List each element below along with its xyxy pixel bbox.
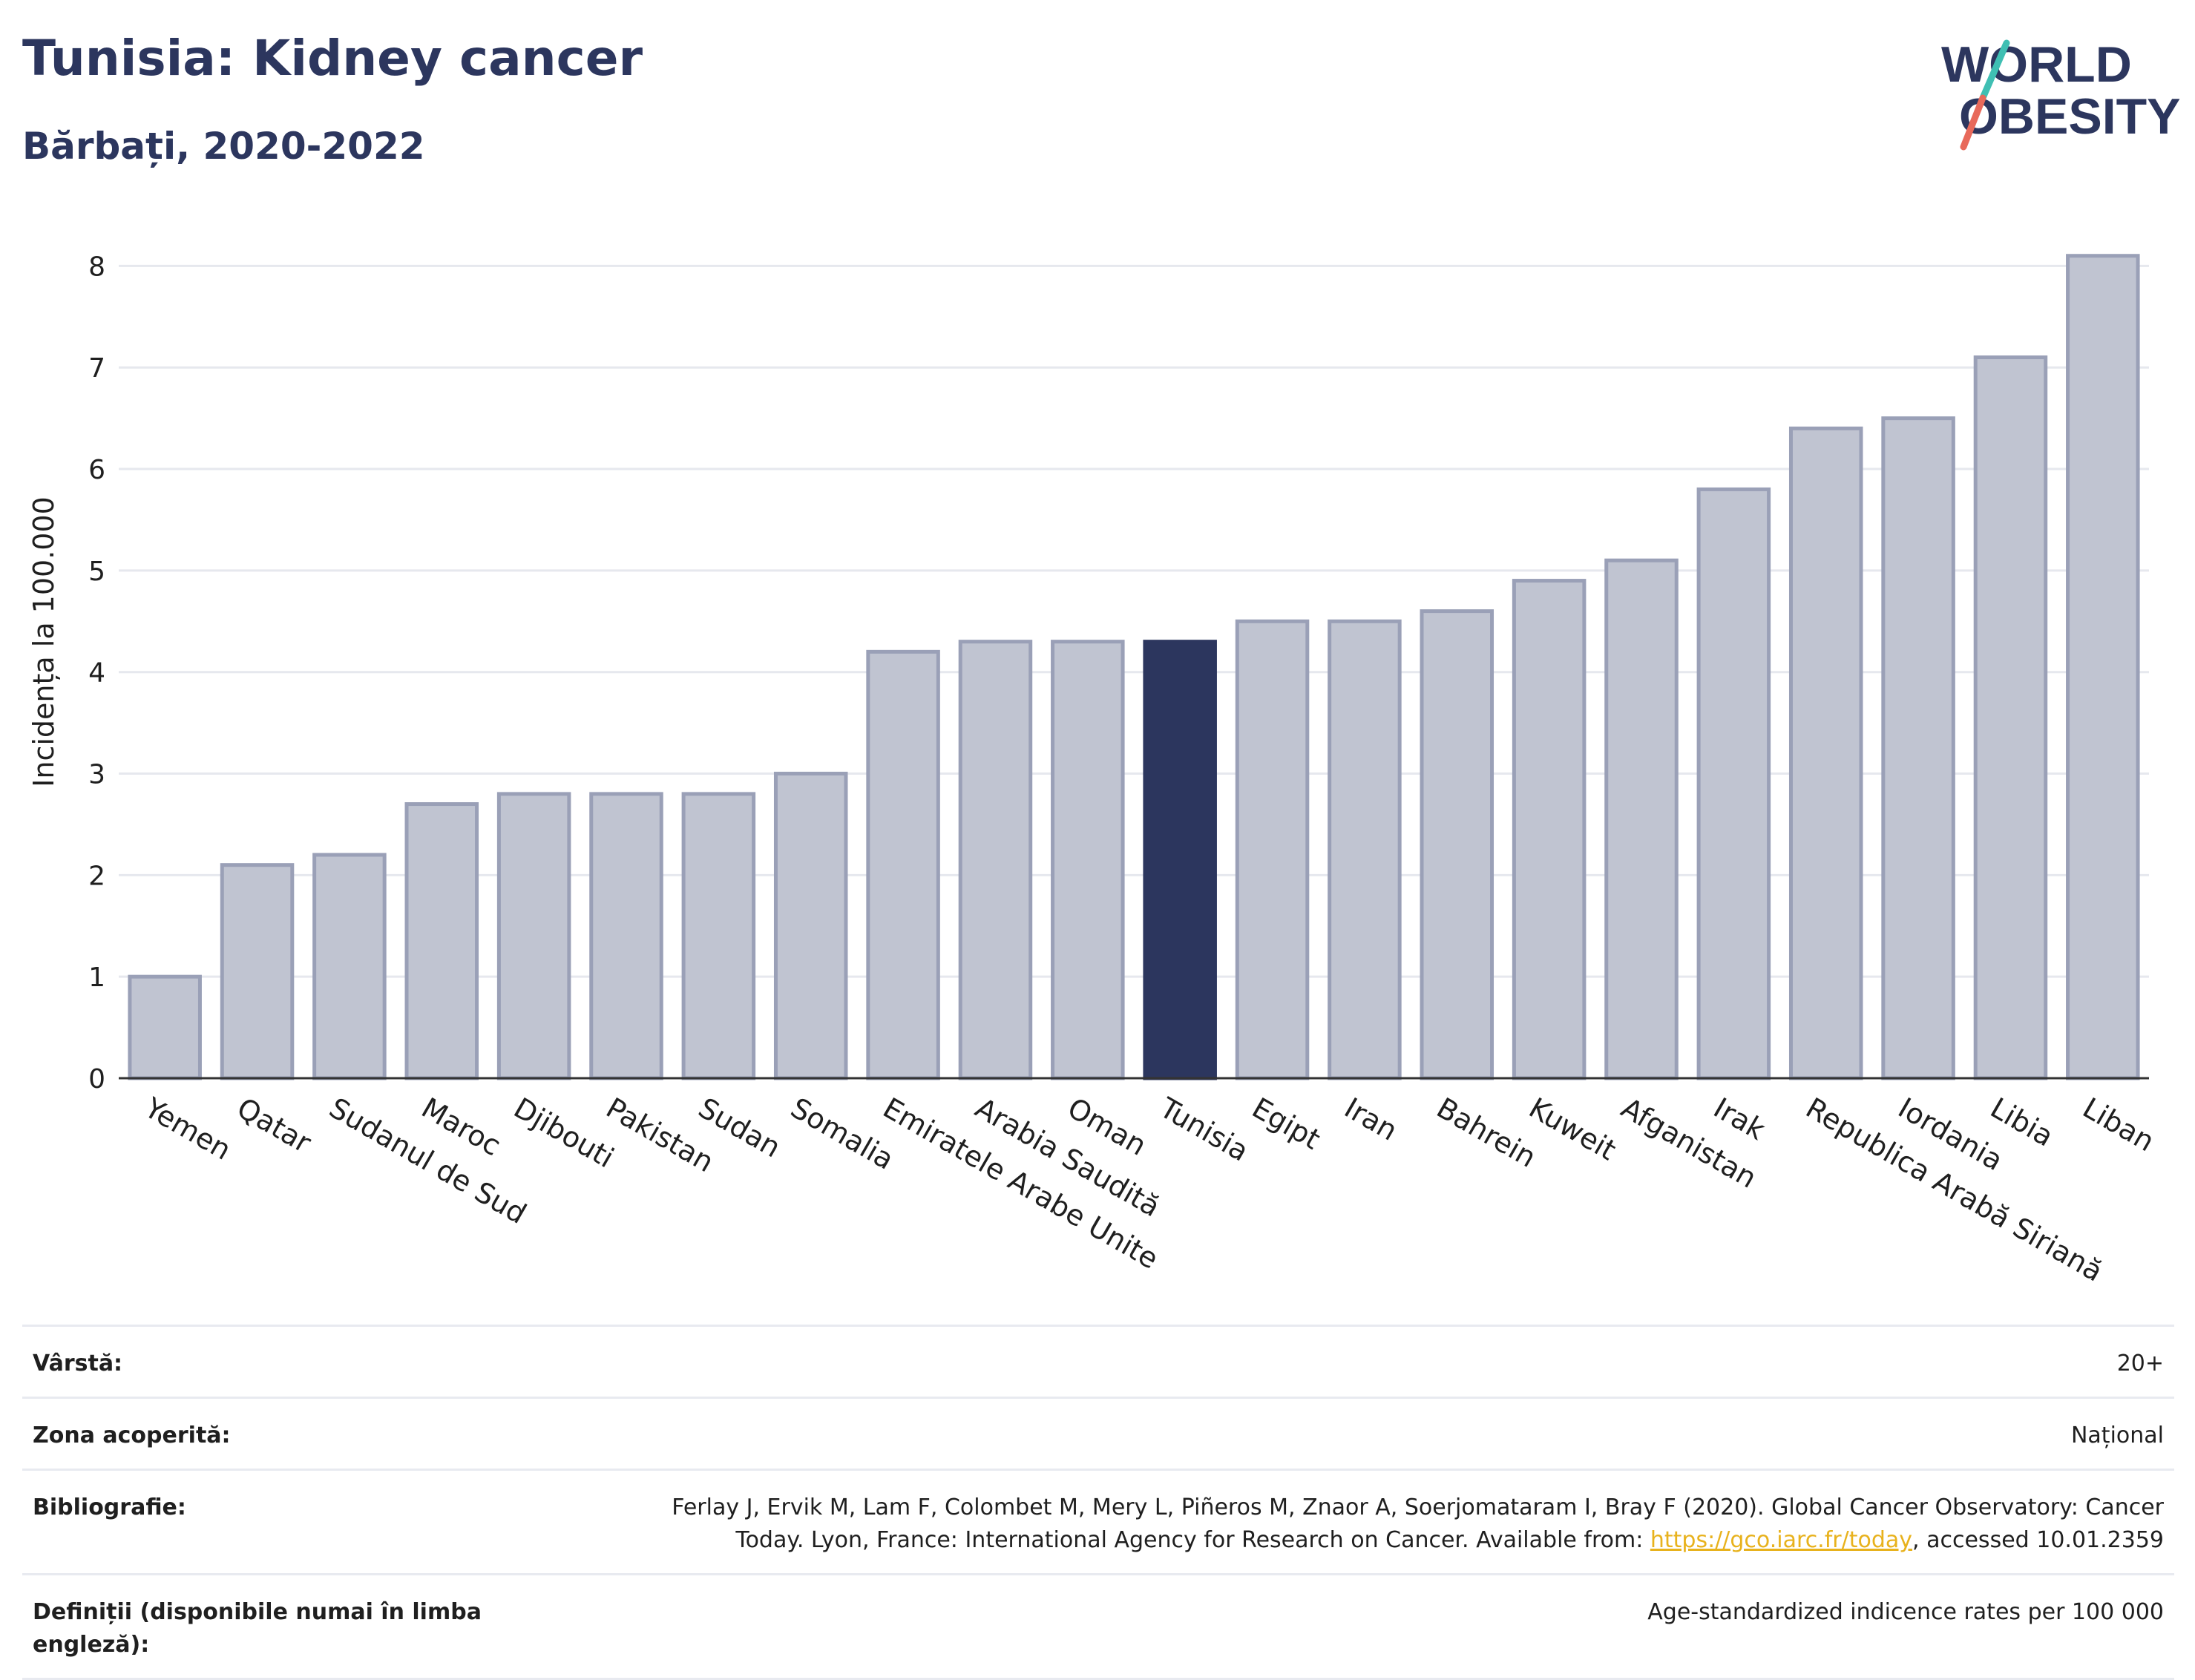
biblio-text-1: Ferlay J, Ervik M, Lam F, Colombet M, Me… [672,1494,2164,1520]
meta-biblio-value: Ferlay J, Ervik M, Lam F, Colombet M, Me… [508,1492,2164,1557]
biblio-link[interactable]: https://gco.iarc.fr/today [1650,1527,1913,1553]
bar-bahrein [1420,609,1494,1080]
meta-def-value: Age-standardized indicence rates per 100… [1647,1599,2164,1625]
biblio-text-2: Today. Lyon, France: International Agenc… [735,1527,1650,1553]
bar-sudan [681,792,756,1080]
bar-djibouti [496,792,571,1080]
y-tick-label: 0 [88,1064,105,1095]
y-tick-label: 4 [88,658,105,689]
bar-afganistan [1604,558,1679,1080]
x-tick-label: Qatar [232,1092,317,1160]
y-tick-label: 2 [88,861,105,891]
bar-iordania [1881,416,1955,1080]
bar-tunisia [1143,640,1217,1080]
biblio-text-3: , accessed 10.01.2359 [1912,1527,2164,1553]
x-tick-label: Egipt [1247,1092,1326,1156]
meta-area-label: Zona acoperită: [33,1423,231,1448]
x-tick-label: Djibouti [508,1092,620,1175]
bar-arabia-saudită [958,640,1033,1080]
bar-irak [1696,487,1771,1080]
metadata-table: Vârstă: 20+ Zona acoperită: Național Bib… [22,1325,2174,1680]
bar-egipt [1235,619,1310,1080]
meta-def-label: Definiții (disponibile numai în limba en… [33,1599,482,1658]
y-tick-label: 6 [88,455,105,485]
bar-iran [1328,619,1402,1080]
meta-row-definitions: Definiții (disponibile numai în limba en… [22,1573,2174,1680]
meta-row-age: Vârstă: 20+ [22,1325,2174,1397]
y-tick-label: 1 [88,962,105,993]
x-tick-label: Bahrein [1431,1092,1542,1174]
meta-row-area: Zona acoperită: Național [22,1397,2174,1469]
world-obesity-logo: WORLD OBESITY [1941,36,2181,151]
x-tick-label: Kuweit [1523,1092,1621,1167]
x-tick-label: Irak [1708,1092,1771,1146]
meta-age-value: 20+ [2116,1351,2164,1377]
bar-emiratele-arabe-unite [866,649,940,1080]
bar-qatar [220,863,295,1080]
logo-line1: WORLD [1941,36,2132,93]
bar-libia [1973,355,2048,1080]
y-tick-label: 8 [88,252,105,282]
bar-maroc [404,802,479,1080]
bar-republica-arabă-siriană [1788,426,1863,1080]
x-tick-label: Somalia [785,1092,899,1176]
x-tick-label: Liban [2077,1092,2159,1158]
y-tick-label: 5 [88,557,105,587]
y-tick-label: 3 [88,760,105,790]
meta-age-label: Vârstă: [33,1351,123,1377]
logo-line2: OBESITY [1959,88,2181,145]
x-tick-label: Yemen [139,1091,237,1167]
meta-biblio-label: Bibliografie: [33,1494,186,1520]
meta-area-value: Național [2070,1423,2164,1448]
chart-title: Tunisia: Kidney cancer [22,30,643,87]
bar-liban [2066,254,2140,1080]
bar-yemen [128,974,202,1080]
bar-sudanul-de-sud [312,853,387,1080]
x-tick-label: Iran [1339,1092,1402,1147]
bar-pakistan [589,792,663,1080]
bar-somalia [773,772,848,1080]
bar-kuweit [1512,579,1587,1080]
meta-row-bibliography: Bibliografie: Ferlay J, Ervik M, Lam F, … [22,1469,2174,1573]
bar-oman [1051,640,1125,1080]
y-axis-title: Incidența la 100.000 [27,496,60,787]
y-tick-label: 7 [88,353,105,384]
x-tick-label: Tunisia [1154,1091,1254,1168]
chart-subtitle: Bărbați, 2020-2022 [22,125,425,168]
